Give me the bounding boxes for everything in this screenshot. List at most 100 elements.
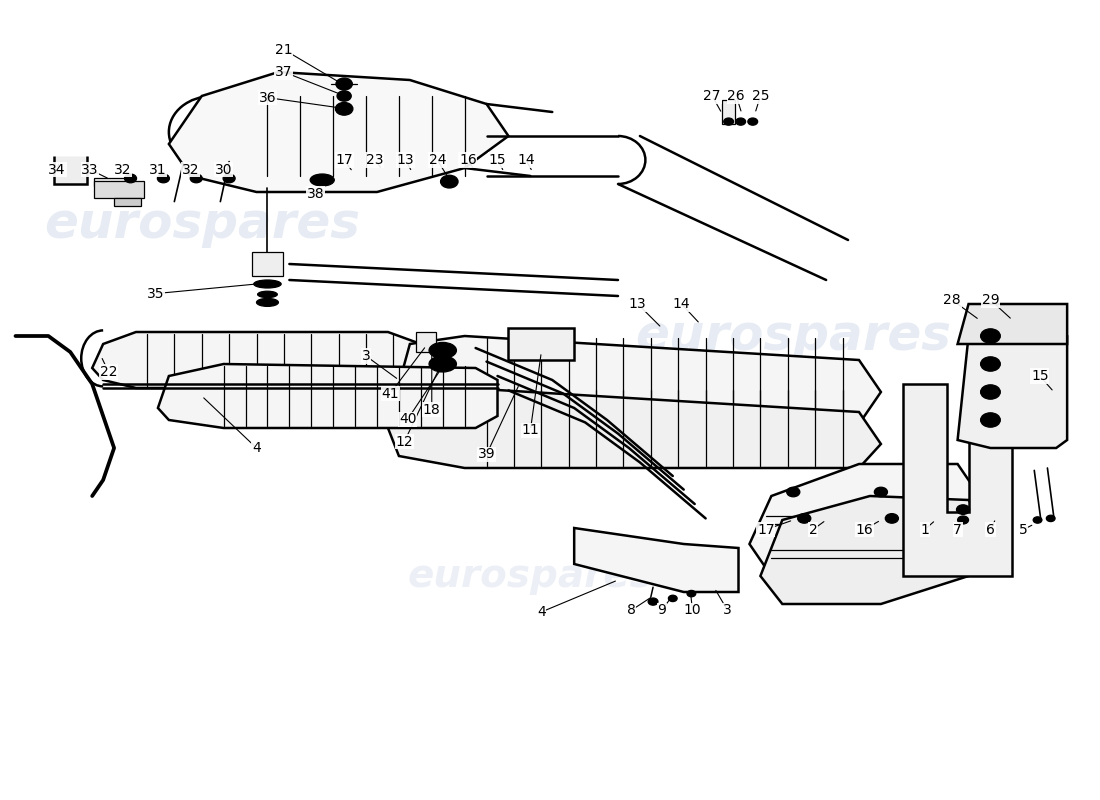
- Text: 32: 32: [114, 162, 132, 177]
- Text: 9: 9: [658, 603, 667, 618]
- Ellipse shape: [724, 118, 734, 126]
- Polygon shape: [749, 464, 979, 576]
- Text: 26: 26: [727, 89, 745, 103]
- Ellipse shape: [444, 178, 453, 185]
- Text: 34: 34: [48, 162, 66, 177]
- Text: eurospares: eurospares: [407, 557, 653, 595]
- Ellipse shape: [688, 590, 696, 597]
- Polygon shape: [54, 156, 87, 184]
- Text: 14: 14: [673, 297, 691, 311]
- Ellipse shape: [336, 102, 353, 115]
- Text: 16: 16: [459, 153, 476, 167]
- Ellipse shape: [669, 595, 678, 602]
- Ellipse shape: [440, 175, 458, 188]
- Text: 30: 30: [214, 162, 232, 177]
- Polygon shape: [169, 72, 508, 192]
- Text: 1: 1: [921, 522, 929, 537]
- Ellipse shape: [648, 598, 658, 605]
- Text: 15: 15: [1031, 369, 1048, 383]
- Text: 29: 29: [981, 293, 999, 307]
- Ellipse shape: [223, 174, 235, 182]
- Text: eurospares: eurospares: [636, 312, 952, 360]
- Text: 31: 31: [150, 162, 167, 177]
- Ellipse shape: [874, 487, 888, 497]
- Polygon shape: [958, 328, 1067, 448]
- Text: 35: 35: [147, 286, 165, 301]
- Ellipse shape: [254, 280, 282, 288]
- Text: 22: 22: [100, 365, 118, 379]
- Polygon shape: [903, 384, 1012, 576]
- Text: 8: 8: [627, 603, 636, 618]
- Ellipse shape: [429, 356, 456, 372]
- Text: 41: 41: [382, 386, 399, 401]
- Bar: [114, 198, 142, 206]
- Text: 23: 23: [366, 153, 384, 167]
- Ellipse shape: [980, 413, 1000, 427]
- Ellipse shape: [336, 78, 352, 90]
- Text: 15: 15: [488, 153, 506, 167]
- Ellipse shape: [340, 106, 349, 112]
- Text: 24: 24: [429, 153, 446, 167]
- Ellipse shape: [798, 514, 811, 523]
- Text: 18: 18: [422, 402, 441, 417]
- Text: 11: 11: [521, 423, 539, 438]
- Text: 7: 7: [954, 522, 962, 537]
- Text: 6: 6: [986, 522, 994, 537]
- Ellipse shape: [317, 178, 328, 182]
- Bar: [252, 252, 283, 276]
- Text: 33: 33: [81, 162, 99, 177]
- Text: 12: 12: [396, 434, 414, 449]
- Text: 17: 17: [757, 522, 774, 537]
- Bar: [722, 100, 735, 124]
- Ellipse shape: [957, 505, 969, 514]
- Ellipse shape: [980, 357, 1000, 371]
- Text: eurospares: eurospares: [44, 200, 360, 248]
- Ellipse shape: [980, 329, 1000, 343]
- Ellipse shape: [429, 342, 456, 358]
- Ellipse shape: [337, 90, 351, 102]
- Bar: [95, 178, 125, 186]
- Ellipse shape: [1033, 517, 1042, 523]
- Text: 27: 27: [704, 89, 720, 103]
- Ellipse shape: [310, 174, 334, 186]
- Ellipse shape: [958, 516, 968, 524]
- Polygon shape: [574, 528, 738, 592]
- Bar: [95, 181, 144, 198]
- Text: 14: 14: [517, 153, 535, 167]
- Text: 13: 13: [397, 153, 415, 167]
- Text: 17: 17: [336, 153, 353, 167]
- Text: 40: 40: [399, 412, 417, 426]
- Ellipse shape: [157, 174, 169, 182]
- Text: 32: 32: [182, 162, 199, 177]
- Text: 21: 21: [275, 42, 293, 57]
- Polygon shape: [760, 496, 990, 604]
- Bar: [417, 332, 437, 352]
- Polygon shape: [388, 388, 881, 468]
- Text: 25: 25: [751, 89, 769, 103]
- Polygon shape: [92, 332, 421, 388]
- Text: 3: 3: [362, 349, 371, 363]
- Ellipse shape: [1046, 515, 1055, 522]
- Text: 10: 10: [684, 603, 702, 618]
- Text: 4: 4: [537, 605, 546, 619]
- Ellipse shape: [256, 298, 278, 306]
- Text: 28: 28: [944, 293, 961, 307]
- Ellipse shape: [748, 118, 758, 126]
- Ellipse shape: [190, 174, 202, 182]
- Polygon shape: [399, 336, 881, 424]
- Text: 39: 39: [477, 447, 495, 462]
- Text: 3: 3: [723, 603, 732, 618]
- Text: 37: 37: [275, 65, 293, 79]
- Text: 5: 5: [1019, 522, 1027, 537]
- Text: 13: 13: [629, 297, 647, 311]
- Ellipse shape: [736, 118, 746, 126]
- Polygon shape: [158, 364, 497, 428]
- Ellipse shape: [886, 514, 899, 523]
- Text: 36: 36: [258, 90, 276, 105]
- Bar: [508, 328, 574, 360]
- Ellipse shape: [124, 174, 136, 182]
- Text: 4: 4: [252, 441, 261, 455]
- Text: 2: 2: [808, 522, 817, 537]
- Text: 38: 38: [307, 186, 324, 201]
- Ellipse shape: [786, 487, 800, 497]
